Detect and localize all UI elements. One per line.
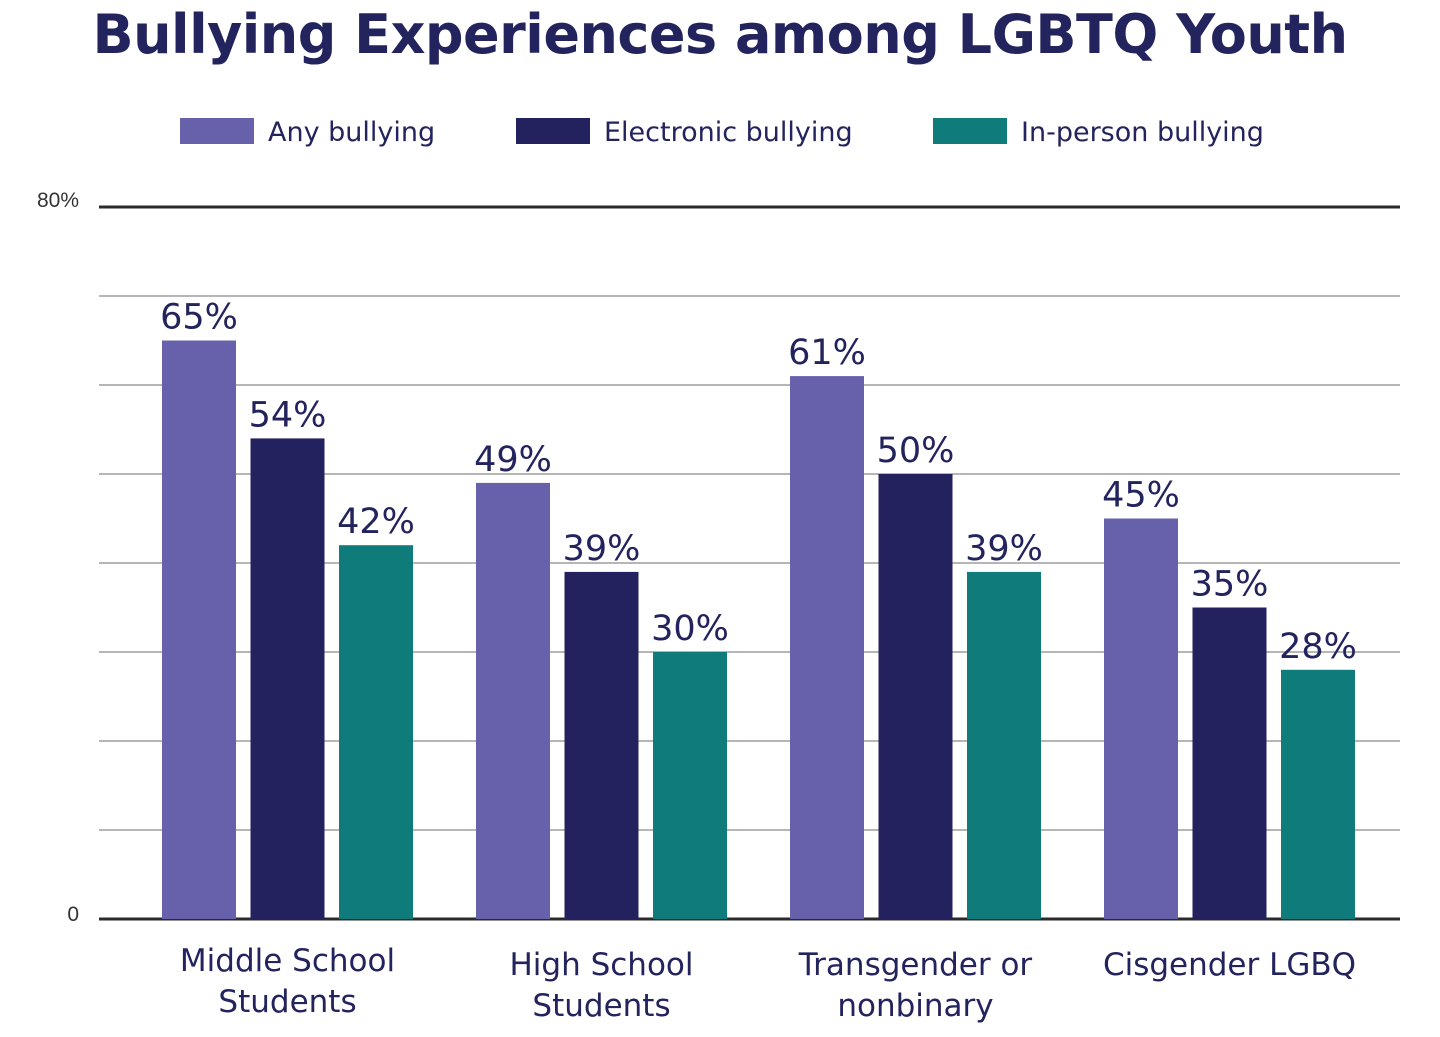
y-axis-min-label: 0 xyxy=(67,903,79,926)
category-labels: Middle School Students High School Students… xyxy=(180,943,1356,1024)
data-label: 65% xyxy=(160,298,238,338)
data-label: 49% xyxy=(474,440,552,480)
bar xyxy=(653,652,727,919)
legend-swatch xyxy=(180,118,254,144)
category-label: Transgender or nonbinary xyxy=(798,947,1033,1024)
legend-label: In-person bullying xyxy=(1021,117,1264,148)
legend-swatch xyxy=(516,118,590,144)
data-label: 42% xyxy=(337,502,415,542)
bar xyxy=(1192,607,1267,919)
category-label: High School Students xyxy=(509,947,693,1024)
bar xyxy=(967,571,1041,919)
data-label: 39% xyxy=(965,529,1043,569)
category-label: Middle School Students xyxy=(180,943,395,1020)
data-label: 39% xyxy=(563,529,641,569)
data-label: 61% xyxy=(788,333,866,373)
bar xyxy=(476,482,550,919)
bar xyxy=(162,340,236,919)
bar xyxy=(1281,669,1355,919)
bar xyxy=(790,376,864,920)
bar xyxy=(339,545,413,919)
bar xyxy=(878,474,953,919)
bar xyxy=(1104,518,1178,919)
legend-label: Electronic bullying xyxy=(604,117,853,148)
legend: Any bullying Electronic bullying In-person… xyxy=(180,117,1264,148)
data-label: 30% xyxy=(651,609,729,649)
bar xyxy=(250,438,325,919)
data-label: 50% xyxy=(877,431,955,471)
legend-label: Any bullying xyxy=(268,117,435,148)
legend-swatch xyxy=(933,118,1007,144)
y-axis-max-label: 80% xyxy=(37,189,79,212)
category-label: Cisgender LGBQ xyxy=(1103,947,1356,983)
value-labels: 65%54%42%49%39%30%61%50%39%45%35%28% xyxy=(160,298,1357,667)
bars xyxy=(162,340,1355,920)
data-label: 35% xyxy=(1191,565,1269,605)
data-label: 54% xyxy=(249,395,327,435)
bar xyxy=(564,571,639,919)
data-label: 28% xyxy=(1279,627,1357,667)
chart-title: Bullying Experiences among LGBTQ Youth xyxy=(92,3,1348,66)
data-label: 45% xyxy=(1102,476,1180,516)
